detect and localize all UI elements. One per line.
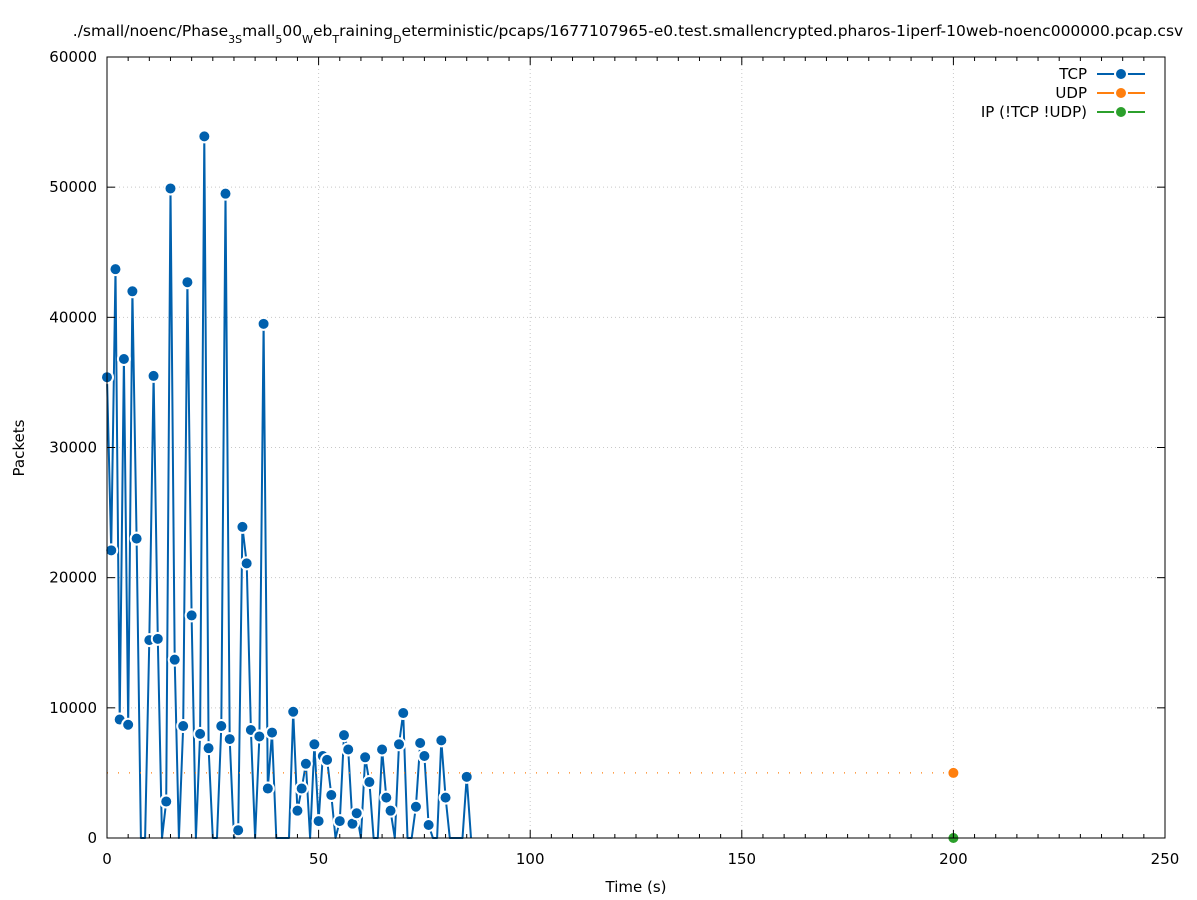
x-tick-label: 150 [727,850,756,868]
data-point-tcp [341,742,356,757]
data-point-tcp [383,803,398,818]
data-point-tcp [218,186,233,201]
data-point-tcp [396,706,411,721]
data-point-tcp [197,129,212,144]
data-point-tcp [413,735,428,750]
y-tick-label: 30000 [49,439,97,457]
data-point-tcp [214,719,229,734]
data-point-tcp [375,742,390,757]
data-point-tcp [320,752,335,767]
data-point-tcp [311,814,326,829]
data-point-tcp [235,519,250,534]
data-point-udp [946,765,961,780]
data-point-tcp [307,737,322,752]
data-point-tcp [408,799,423,814]
axis-ticks: 0 50 100 150 200 250 0 10000 20000 30000 40000 5000… [49,48,1179,868]
x-tick-label: 50 [309,850,328,868]
data-point-tcp [159,794,174,809]
data-point-tcp [150,631,165,646]
legend-marker-tcp [1114,67,1128,81]
legend-label-tcp: TCP [1058,65,1087,83]
data-point-tcp [298,756,313,771]
data-point-tcp [231,823,246,838]
y-tick-label: 0 [87,829,97,847]
data-point-tcp [324,788,339,803]
x-tick-label: 100 [516,850,545,868]
y-tick-label: 20000 [49,569,97,587]
chart-title: ./small/noenc/Phase3Small500WebTrainingD… [73,22,1183,46]
x-axis-label: Time (s) [605,878,667,896]
data-point-tcp [193,726,208,741]
data-point-tcp [349,806,364,821]
x-tick-label: 200 [939,850,968,868]
data-point-tcp [362,775,377,790]
grid [107,57,1165,838]
data-point-tcp [332,814,347,829]
data-point-tcp [184,608,199,623]
data-point-tcp [176,719,191,734]
data-point-tcp [459,769,474,784]
data-point-tcp [121,717,136,732]
data-point-tcp [290,803,305,818]
data-point-tcp [116,351,131,366]
series-line-tcp [106,135,472,839]
data-point-tcp [358,750,373,765]
legend-marker-ip-tcp-udp [1114,105,1128,119]
y-tick-label: 10000 [49,699,97,717]
data-point-tcp [108,262,123,277]
data-point-tcp [180,275,195,290]
data-point-tcp [379,790,394,805]
series-tcp [100,129,474,839]
data-point-tcp [336,728,351,743]
data-point-tcp [104,543,119,558]
series-layer [100,129,961,845]
data-point-tcp [239,556,254,571]
data-point-tcp [260,781,275,796]
legend-label-udp: UDP [1055,84,1087,102]
series-udp [107,765,961,780]
x-tick-label: 0 [102,850,112,868]
data-point-tcp [146,368,161,383]
data-point-tcp [434,733,449,748]
data-point-tcp [417,748,432,763]
data-point-tcp [294,781,309,796]
data-point-tcp [201,741,216,756]
x-tick-label: 250 [1151,850,1180,868]
data-point-tcp [222,732,237,747]
data-point-tcp [421,817,436,832]
y-axis-label: Packets [10,419,28,476]
y-tick-label: 60000 [49,48,97,66]
data-point-tcp [256,316,271,331]
data-point-tcp [129,531,144,546]
data-point-tcp [252,729,267,744]
legend-marker-udp [1114,86,1128,100]
y-tick-label: 40000 [49,308,97,326]
data-point-tcp [167,652,182,667]
data-point-tcp [125,284,140,299]
data-point-tcp [392,737,407,752]
legend-label-ip-tcp-udp: IP (!TCP !UDP) [981,103,1087,121]
data-point-tcp [163,181,178,196]
data-point-tcp [265,725,280,740]
data-point-tcp [438,790,453,805]
data-point-tcp [286,704,301,719]
y-tick-label: 50000 [49,178,97,196]
